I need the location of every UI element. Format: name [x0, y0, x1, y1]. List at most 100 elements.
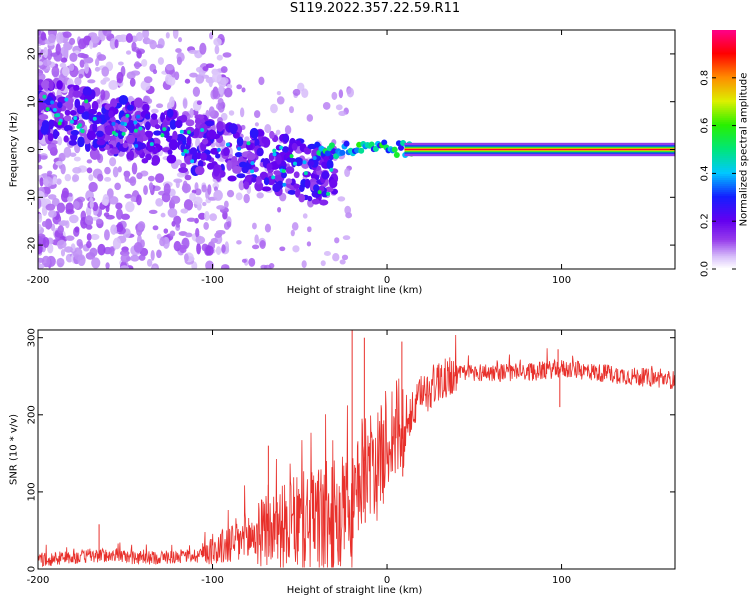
speckle [60, 57, 68, 63]
speckle [169, 230, 176, 237]
colorbar-cell [712, 241, 736, 244]
colorbar-cell [712, 85, 736, 89]
colorbar-cell [712, 251, 736, 254]
speckle [42, 236, 50, 248]
band-peak [138, 126, 143, 131]
speckle [86, 159, 93, 164]
band-peak [133, 128, 138, 133]
colorbar-cell [712, 171, 736, 174]
speckle [89, 200, 94, 209]
colorbar-cell [712, 61, 736, 65]
speckle [59, 220, 69, 226]
speckle [205, 63, 215, 69]
colorbar-cell [712, 189, 736, 192]
speckle [224, 265, 229, 269]
speckle [142, 30, 150, 39]
speckle [205, 245, 214, 256]
band-blob [213, 166, 220, 177]
speckle [176, 172, 186, 178]
colorbar-cell [712, 165, 736, 169]
band-blob [104, 125, 115, 136]
speckle [103, 212, 110, 218]
speckle [157, 57, 165, 65]
colorbar-cell [712, 95, 736, 99]
colorbar-cell [712, 39, 736, 43]
speckle [148, 209, 158, 215]
speckle [172, 30, 179, 39]
colorbar-cell [712, 179, 736, 182]
speckle [96, 153, 101, 161]
colorbar-cell [712, 77, 736, 81]
carrier-line [404, 148, 675, 151]
speckle [131, 41, 137, 52]
speckle [169, 96, 175, 108]
speckle [208, 106, 215, 118]
band-peak [69, 119, 74, 124]
speckle [125, 33, 133, 43]
band-blob [282, 133, 290, 144]
speckle [120, 213, 131, 220]
band-blob [227, 175, 237, 182]
speckle [323, 250, 331, 257]
speckle [161, 192, 171, 203]
band-blob [77, 136, 85, 148]
speckle [212, 71, 222, 83]
band-blob [194, 165, 205, 176]
band-blob [325, 186, 334, 193]
speckle [46, 170, 53, 176]
band-blob [86, 130, 97, 141]
band-blob [153, 130, 162, 136]
speckle [55, 43, 61, 56]
speckle [156, 249, 162, 259]
band-peak [92, 116, 97, 121]
speckle [223, 87, 233, 98]
speckle [344, 205, 352, 215]
speckle [254, 122, 259, 127]
band-peak [133, 120, 138, 125]
band-blob [108, 110, 114, 118]
band-peak [160, 133, 165, 138]
speckle [156, 233, 162, 240]
speckle [38, 198, 42, 210]
speckle [69, 152, 77, 157]
speckle [78, 241, 84, 249]
band-peak [56, 113, 61, 118]
band-blob [96, 139, 106, 146]
speckle [195, 236, 206, 245]
speckle [77, 254, 86, 267]
speckle [116, 208, 123, 220]
colorbar-cell [712, 105, 736, 109]
speckle [38, 61, 43, 66]
speckle [73, 201, 80, 210]
speckle [86, 233, 92, 241]
band-blob [200, 152, 207, 161]
speckle [204, 211, 210, 222]
band-peak [279, 145, 284, 150]
speckle [216, 54, 223, 61]
speckle [86, 240, 92, 249]
band-blob [313, 184, 320, 192]
speckle [104, 176, 112, 182]
colorbar-cell [712, 75, 736, 79]
speckle [74, 77, 82, 86]
speckle [215, 246, 222, 255]
band-blob [381, 139, 388, 146]
colorbar-cell [712, 267, 736, 270]
speckle [290, 229, 295, 237]
colorbar-cell [712, 113, 736, 117]
band-blob [47, 133, 54, 142]
heatmap-y-tick-label: 20 [27, 48, 38, 61]
colorbar-cell [712, 69, 736, 73]
speckle [38, 153, 42, 164]
speckle [129, 176, 137, 187]
speckle [264, 223, 271, 233]
speckle [186, 217, 196, 222]
speckle [45, 203, 56, 211]
snr-y-axis-label: SNR (10 * v/v) [9, 414, 20, 485]
speckle [184, 232, 193, 238]
colorbar-cell [712, 81, 736, 85]
speckle [135, 32, 144, 42]
colorbar-cell [712, 115, 736, 119]
speckle [168, 188, 176, 197]
